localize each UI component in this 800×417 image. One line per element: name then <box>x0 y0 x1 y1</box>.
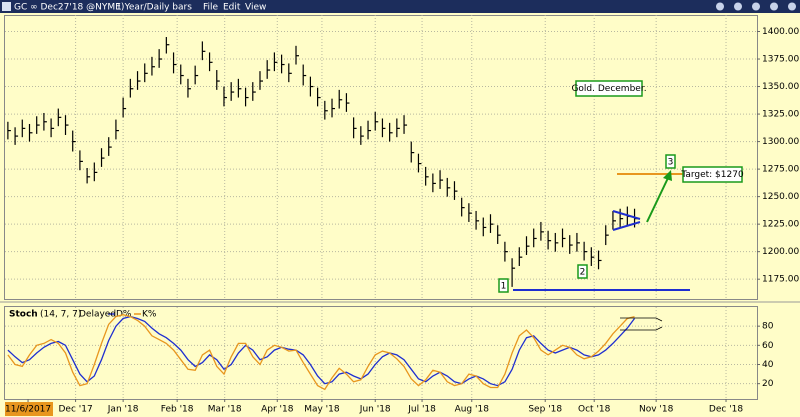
stoch-params: (14, 7, 7) <box>40 310 81 320</box>
y-tick-label: 1400.00 <box>762 27 799 37</box>
stoch-panel <box>4 306 758 400</box>
tool-icon[interactable] <box>788 2 796 11</box>
wave-box <box>665 154 676 169</box>
wave-label: 2 <box>580 268 586 278</box>
x-tick-label: Dec '17 <box>58 405 92 415</box>
triangle-line <box>612 210 641 220</box>
arrow-head <box>663 170 672 181</box>
symbol[interactable]: GC ∞ Dec27'18 @NYME) <box>14 3 124 13</box>
y-tick-label: 20 <box>762 379 774 389</box>
legend-label: K% <box>142 310 157 320</box>
stoch-line <box>7 315 636 387</box>
annotations: Gold. December. Target: $1270 1 2 3 <box>498 80 744 331</box>
arrow <box>646 177 669 223</box>
menu-file[interactable]: File <box>203 3 219 13</box>
projection-lines <box>620 317 663 331</box>
y-tick-label: 1325.00 <box>762 110 799 120</box>
y-tick-label: 1175.00 <box>762 275 799 285</box>
cursor-date-box <box>5 402 53 416</box>
x-tick-label: Sep '18 <box>528 405 562 415</box>
x-tick-label: Feb '18 <box>161 405 194 415</box>
tool-icon[interactable] <box>716 2 724 11</box>
stoch-status[interactable]: Delayed <box>79 310 116 320</box>
interval[interactable]: 1 Year/Daily bars <box>116 3 192 13</box>
y-tick-label: 1350.00 <box>762 82 799 92</box>
y-tick-label: 1375.00 <box>762 55 799 65</box>
stoch-line <box>7 314 635 391</box>
x-tick-label: Jul '18 <box>407 405 436 415</box>
y-tick-label: 1200.00 <box>762 247 799 257</box>
wave-box <box>577 264 588 279</box>
tool-icon[interactable] <box>770 2 778 11</box>
wave-label: 1 <box>501 282 507 292</box>
wave-box <box>498 278 509 293</box>
y-tick-label: 40 <box>762 360 774 370</box>
target-box <box>682 166 743 183</box>
x-tick-label: Oct '18 <box>578 405 611 415</box>
menu-edit[interactable]: Edit <box>223 3 241 13</box>
stoch-title: Stoch <box>9 310 38 320</box>
x-tick-label: Jun '18 <box>359 405 391 415</box>
menu-view[interactable]: View <box>245 3 266 13</box>
toolbar <box>0 0 800 13</box>
y-tick-label: 1275.00 <box>762 165 799 175</box>
x-tick-label: Apr '18 <box>261 405 294 415</box>
y-tick-label: 1250.00 <box>762 192 799 202</box>
y-tick-label: 1225.00 <box>762 220 799 230</box>
note: Gold. December. <box>571 84 646 94</box>
x-tick-label: Mar '18 <box>208 405 242 415</box>
y-tick-label: 1300.00 <box>762 137 799 147</box>
tool-icon[interactable] <box>752 2 760 11</box>
x-tick-label: Aug '18 <box>455 405 490 415</box>
triangle-line <box>612 221 641 231</box>
note-box <box>575 80 643 97</box>
x-tick-label: Dec '18 <box>709 405 743 415</box>
x-tick-label: Jan '18 <box>107 405 139 415</box>
x-tick-label: May '18 <box>304 405 340 415</box>
y-tick-label: 60 <box>762 341 774 351</box>
x-tick-label: Nov '18 <box>639 405 674 415</box>
x-tick-label: 11/6/2017 <box>5 405 51 415</box>
tool-icon[interactable] <box>734 2 742 11</box>
y-tick-label: 80 <box>762 322 774 332</box>
symbol-icon[interactable] <box>2 2 11 11</box>
price-panel <box>4 15 758 300</box>
wave-label: 3 <box>668 158 674 168</box>
target-label: Target: $1270 <box>680 170 744 180</box>
